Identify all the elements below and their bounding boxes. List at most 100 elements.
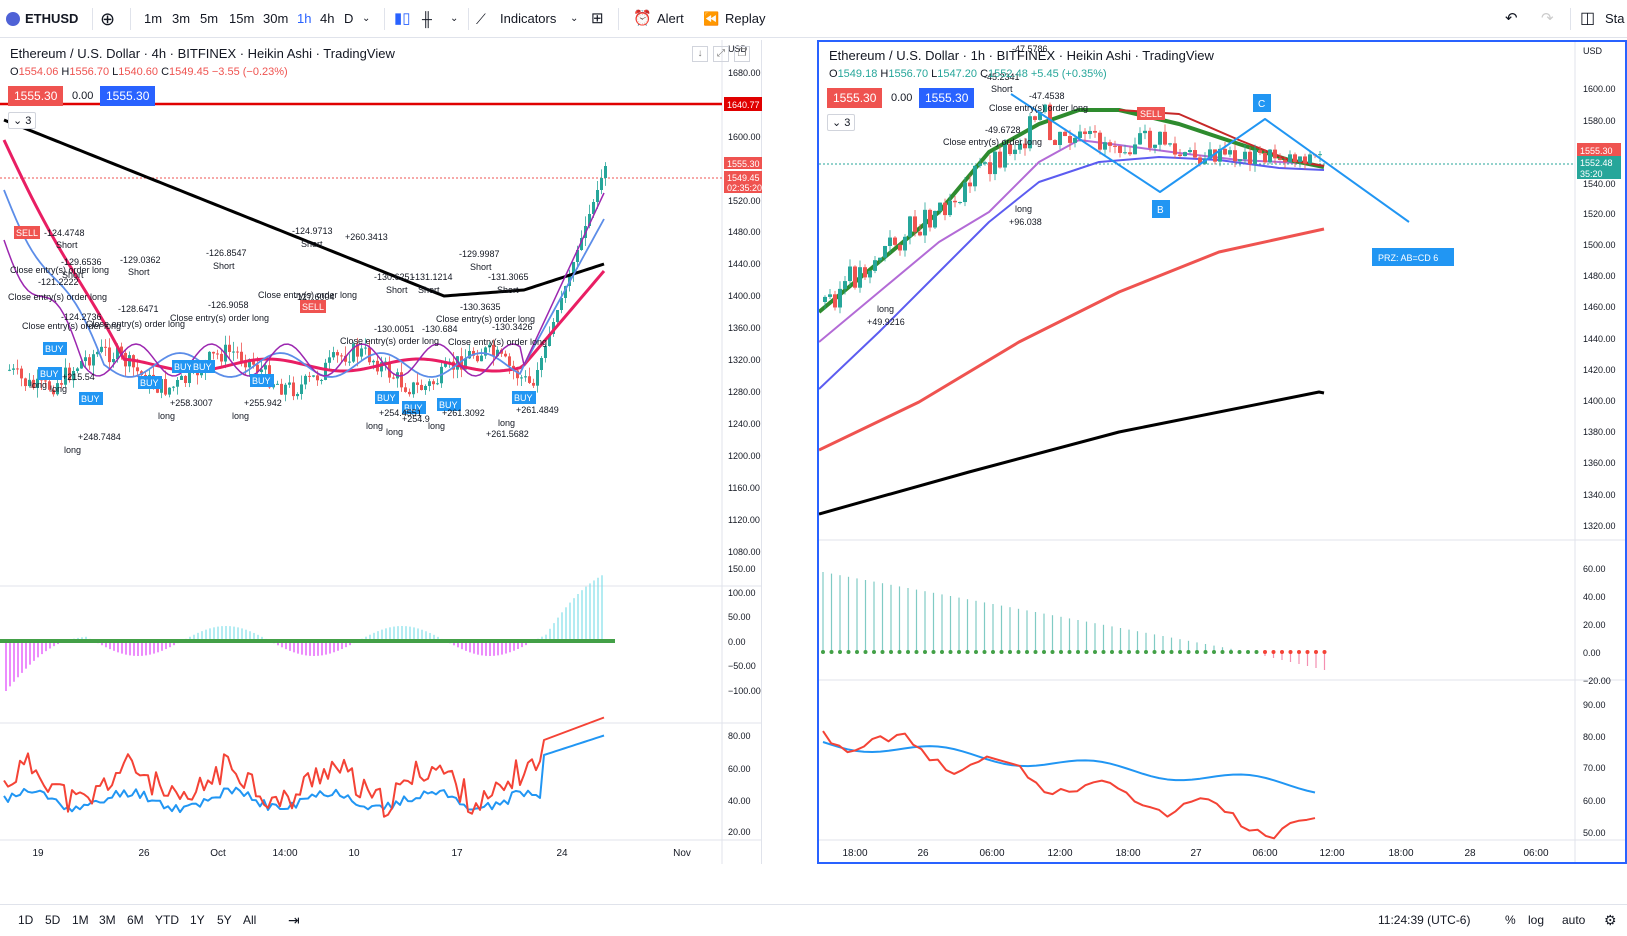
rsi-tick-label: 20.00 <box>728 827 751 837</box>
sell-button[interactable]: 1555.30 <box>827 88 883 108</box>
replay-icon[interactable]: ⏪ <box>703 11 720 26</box>
percent-toggle[interactable]: % <box>1505 913 1516 927</box>
candle-body <box>380 362 383 372</box>
interval-d[interactable]: D <box>344 11 354 26</box>
indicator-collapse-toggle[interactable]: ⌄ 3 <box>827 114 856 131</box>
log-toggle[interactable]: log <box>1528 913 1545 927</box>
spread-value: 0.00 <box>72 90 94 102</box>
macd-signal-dot <box>982 650 987 654</box>
range-5d[interactable]: 5D <box>45 913 61 927</box>
redo-icon[interactable]: ↷ <box>1541 10 1554 27</box>
time-tick-label: 26 <box>138 848 150 859</box>
candle-body <box>248 359 251 368</box>
range-5y[interactable]: 5Y <box>217 913 232 927</box>
macd-signal-dot <box>1076 650 1080 654</box>
candle-body <box>938 202 942 211</box>
candle-body <box>1228 150 1232 155</box>
trade-label: +255.942 <box>244 398 282 408</box>
interval-3m[interactable]: 3m <box>172 11 191 26</box>
candle-body <box>1238 159 1242 162</box>
candle-body <box>536 370 539 386</box>
chevron-down-icon[interactable]: ⌄ <box>570 13 579 24</box>
rsi-tick-label: 60.00 <box>728 764 751 774</box>
sell-button[interactable]: 1555.30 <box>8 86 64 106</box>
right-chart-canvas[interactable]: USD 1600.00 1580.00 1555.30 1552.4835:201540… <box>819 42 1625 862</box>
candle-body <box>983 162 987 164</box>
pattern-point-b-bg <box>1152 200 1170 218</box>
pattern-point-b: B <box>1157 205 1164 216</box>
range-ytd[interactable]: YTD <box>155 913 179 927</box>
macd-tick-label: 50.00 <box>728 612 751 622</box>
chevron-down-icon[interactable]: ⌄ <box>450 13 459 24</box>
interval-4h[interactable]: 4h <box>320 11 335 26</box>
macd-signal-dot <box>999 650 1004 654</box>
candle-body <box>903 236 907 251</box>
candle-body <box>540 358 543 370</box>
trade-label: -129.0362 <box>120 255 161 265</box>
macd-tick-label: 60.00 <box>1583 564 1606 574</box>
price-tick-label: 1380.00 <box>1583 427 1616 437</box>
alarm-clock-icon[interactable]: ⏰ <box>633 10 652 27</box>
undo-icon[interactable]: ↶ <box>1505 10 1518 27</box>
candle-body <box>184 375 187 384</box>
candle-body <box>424 385 427 390</box>
candle-body <box>524 376 527 378</box>
interval-30m[interactable]: 30m <box>263 11 289 26</box>
layout-grid-icon[interactable]: ⊞ <box>591 10 604 27</box>
compare-add-icon[interactable]: ⊕ <box>100 9 116 29</box>
chevron-down-icon[interactable]: ⌄ <box>362 13 371 24</box>
layout-split-icon[interactable]: ◫ <box>1580 10 1596 27</box>
buy-marker-bg <box>402 401 426 414</box>
macd-signal-dot <box>872 650 876 654</box>
price-tick-label: 1552.48 <box>1580 158 1613 168</box>
left-chart-canvas[interactable]: 1680.00 1640.77 1600.00 1555.30 1549.4502:35… <box>0 40 762 864</box>
stats-label[interactable]: Sta <box>1605 11 1625 26</box>
range-1d[interactable]: 1D <box>18 913 34 927</box>
price-tick-label: 35:20 <box>1580 169 1603 179</box>
candle-body <box>288 382 291 385</box>
restore-window-icon[interactable]: ❐ <box>734 46 750 62</box>
indicator-collapse-toggle[interactable]: ⌄ 3 <box>8 112 37 129</box>
trade-label: -127.6004 <box>294 292 335 302</box>
arrow-down-icon[interactable]: ↓ <box>692 46 708 62</box>
range-3m[interactable]: 3M <box>99 913 116 927</box>
candle-body <box>913 216 917 232</box>
right-chart-pane[interactable]: USD 1600.00 1580.00 1555.30 1552.48 35:20 1540… <box>817 40 1627 864</box>
macd-signal-dot <box>906 650 910 654</box>
left-chart-pane[interactable]: 1680.00 1640.77 1600.00 1555.30 1549.45 02:35… <box>0 40 762 864</box>
candle-body <box>220 353 223 362</box>
settings-gear-icon[interactable]: ⚙ <box>1604 912 1617 928</box>
interval-15m[interactable]: 15m <box>229 11 255 26</box>
range-1m[interactable]: 1M <box>72 913 89 927</box>
interval-5m[interactable]: 5m <box>200 11 219 26</box>
candle-style-icon[interactable]: ╫ <box>422 11 432 27</box>
price-tick-label: 1400.00 <box>1583 396 1616 406</box>
interval-1m[interactable]: 1m <box>144 11 163 26</box>
auto-toggle[interactable]: auto <box>1562 913 1586 927</box>
bar-style-icon[interactable]: ▮▯ <box>394 10 411 27</box>
macd-signal-dot <box>1322 650 1327 654</box>
candle-body <box>516 370 519 379</box>
buy-button[interactable]: 1555.30 <box>100 86 156 106</box>
trade-label: long <box>428 421 445 431</box>
range-6m[interactable]: 6M <box>127 913 144 927</box>
range-1y[interactable]: 1Y <box>190 913 205 927</box>
range-all[interactable]: All <box>243 913 257 927</box>
indicators-icon[interactable]: ⟋ <box>476 11 486 27</box>
interval-1h[interactable]: 1h <box>297 11 312 26</box>
trade-label: -45.2341 <box>984 72 1020 82</box>
maximize-icon[interactable]: ⤢ <box>713 46 729 62</box>
trade-label: -49.6728 <box>985 125 1021 135</box>
trade-label: +49.9216 <box>867 317 905 327</box>
currency-label: USD <box>1583 46 1603 56</box>
candle-body <box>212 351 215 354</box>
alert-button[interactable]: Alert <box>657 11 684 26</box>
replay-button[interactable]: Replay <box>725 11 766 26</box>
sma-200-line <box>819 390 1325 516</box>
buy-button[interactable]: 1555.30 <box>919 88 975 108</box>
indicators-button[interactable]: Indicators <box>500 11 557 26</box>
symbol-search-button[interactable]: ETHUSD <box>6 0 88 38</box>
candle-body <box>588 214 591 226</box>
candle-body <box>12 368 15 370</box>
date-range-icon[interactable]: ⇥ <box>288 912 300 928</box>
